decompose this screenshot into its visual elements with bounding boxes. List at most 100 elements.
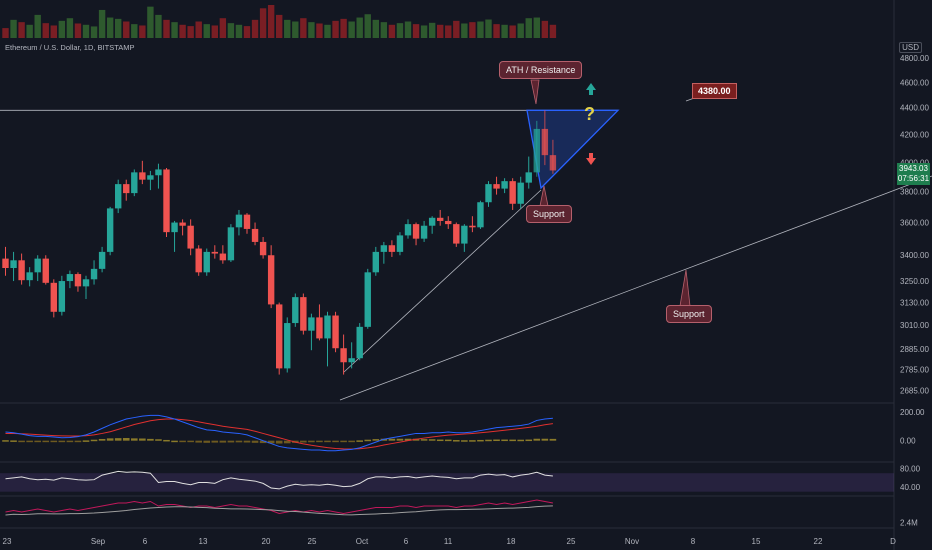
volume-bar xyxy=(98,9,106,38)
date-tick-label: 22 xyxy=(814,537,823,546)
candle-body xyxy=(34,258,41,273)
price-tick-label: 3130.00 xyxy=(900,299,929,308)
price-tick-label: 3800.00 xyxy=(900,188,929,197)
macd-histogram-bar xyxy=(444,439,452,442)
date-tick-label: D xyxy=(890,537,896,546)
volume-bar xyxy=(388,24,396,38)
macd-histogram-bar xyxy=(275,440,283,444)
date-tick-label: 25 xyxy=(308,537,317,546)
support-label-upper[interactable]: Support xyxy=(526,205,572,223)
volume-bar xyxy=(10,19,17,38)
candle-body xyxy=(147,175,154,180)
date-tick-label: 6 xyxy=(143,537,148,546)
ath-pointer xyxy=(530,79,540,105)
candle-body xyxy=(364,272,371,327)
macd-histogram-bar xyxy=(82,440,90,442)
volume-bar xyxy=(203,24,210,38)
candle-body xyxy=(243,214,251,229)
volume-bar xyxy=(2,28,9,38)
volume-bar xyxy=(477,21,484,38)
macd-histogram-bar xyxy=(324,440,331,443)
candle-body xyxy=(26,272,33,281)
macd-histogram-bar xyxy=(477,439,484,442)
candle-body xyxy=(316,317,323,339)
macd-histogram-bar xyxy=(211,440,219,443)
candle-body xyxy=(292,297,299,324)
candle-body xyxy=(284,323,291,369)
candle-body xyxy=(131,172,138,194)
volume-bar xyxy=(90,26,98,38)
volume-bar xyxy=(493,24,500,38)
macd-histogram-bar xyxy=(308,440,315,443)
candle-body xyxy=(10,260,17,269)
volume-bar xyxy=(332,20,339,38)
volume-bar xyxy=(18,22,25,38)
macd-histogram-bar xyxy=(2,440,9,442)
volume-bar xyxy=(227,23,235,38)
macd-histogram-bar xyxy=(364,439,372,442)
volume-bar xyxy=(501,24,508,38)
macd-histogram-bar xyxy=(493,439,500,442)
volume-bar xyxy=(179,24,186,38)
price-tick-label: 2685.00 xyxy=(900,386,929,395)
volume-bar xyxy=(469,22,476,38)
volume-bar xyxy=(147,6,154,39)
volume-bar xyxy=(42,23,49,38)
currency-button[interactable]: USD xyxy=(899,42,922,53)
macd-histogram-bar xyxy=(219,440,227,443)
macd-histogram-bar xyxy=(436,439,444,442)
volume-bar xyxy=(300,18,307,38)
volume-bar xyxy=(187,26,194,38)
date-tick-label: 6 xyxy=(404,537,409,546)
macd-histogram-bar xyxy=(122,438,130,441)
candle-body xyxy=(195,248,202,273)
price-tick-label: 4400.00 xyxy=(900,104,929,113)
candle-body xyxy=(380,245,388,252)
macd-histogram-bar xyxy=(163,439,170,442)
macd-histogram-bar xyxy=(195,440,202,443)
macd-histogram-bar xyxy=(114,438,122,441)
candle-body xyxy=(203,251,210,273)
support-trendline-lower xyxy=(339,175,932,401)
candle-body xyxy=(50,282,57,312)
obv-tick-label: 2.4M xyxy=(900,519,918,528)
price-tick-label: 2885.00 xyxy=(900,345,929,354)
volume-bar xyxy=(284,19,291,38)
volume-bar xyxy=(316,23,323,38)
candle-body xyxy=(541,128,549,156)
price-tick-label: 2785.00 xyxy=(900,365,929,374)
candle-body xyxy=(445,220,452,225)
macd-histogram-bar xyxy=(300,440,307,443)
macd-histogram-bar xyxy=(131,438,138,441)
macd-histogram-bar xyxy=(243,440,251,443)
macd-histogram-bar xyxy=(340,440,347,443)
macd-histogram-bar xyxy=(10,440,17,442)
macd-histogram-bar xyxy=(356,440,363,442)
date-tick-label: 11 xyxy=(444,537,453,546)
candle-body xyxy=(533,128,540,173)
macd-histogram-bar xyxy=(541,438,549,441)
date-tick-label: 8 xyxy=(691,537,696,546)
support-label-lower[interactable]: Support xyxy=(666,305,712,323)
macd-histogram-bar xyxy=(549,438,557,441)
price-tick-label: 3400.00 xyxy=(900,251,929,260)
ath-resistance-label[interactable]: ATH / Resistance xyxy=(499,61,583,79)
volume-bar xyxy=(211,25,218,38)
volume-bar xyxy=(372,19,379,38)
date-tick-label: 13 xyxy=(199,537,208,546)
volume-bar xyxy=(155,14,162,38)
date-tick-label: 20 xyxy=(262,537,271,546)
price-tick-label: 3600.00 xyxy=(900,219,929,228)
resistance-price-label[interactable]: 4380.00 xyxy=(692,83,737,99)
macd-tick-label: 200.00 xyxy=(900,408,925,417)
volume-bar xyxy=(195,21,202,38)
current-price-value: 3943.03 xyxy=(899,164,928,173)
volume-bar xyxy=(267,5,275,38)
volume-bar xyxy=(251,19,259,38)
macd-histogram-bar xyxy=(98,438,106,441)
macd-histogram-bar xyxy=(106,438,114,441)
macd-histogram-bar xyxy=(155,439,162,441)
symbol-title: Ethereum / U.S. Dollar, 1D, BITSTAMP xyxy=(5,43,135,52)
macd-histogram-bar xyxy=(332,440,339,443)
